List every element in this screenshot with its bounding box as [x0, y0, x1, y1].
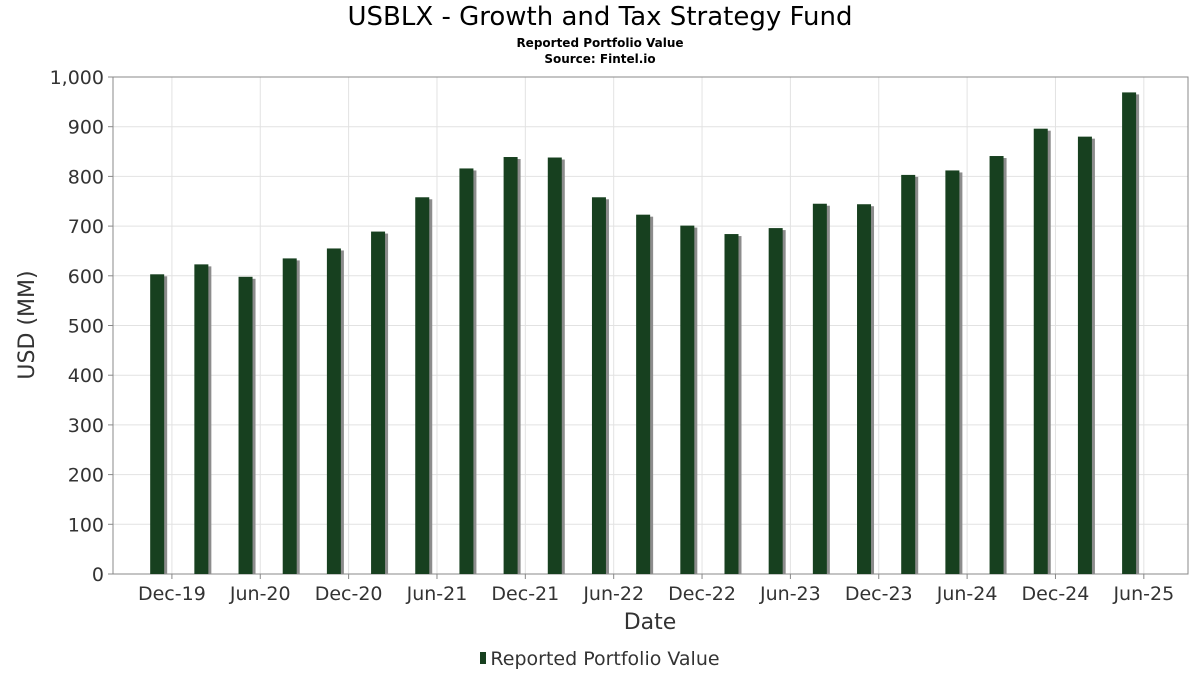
x-axis-ticks: Dec-19 Jun-20 Dec-20 Jun-21 Dec-21 Jun-22 Dec-…: [138, 574, 1174, 605]
bar: [238, 276, 253, 574]
y-tick-label: 100: [68, 514, 104, 536]
bar: [945, 170, 960, 574]
y-tick-label: 400: [68, 365, 104, 387]
bar: [1033, 128, 1048, 575]
bar: [901, 174, 916, 574]
x-tick-label: Dec-19: [138, 583, 206, 605]
bar: [724, 234, 739, 574]
bar: [547, 157, 562, 574]
x-tick-label: Jun-23: [759, 583, 821, 605]
x-tick-label: Dec-20: [315, 583, 383, 605]
y-tick-label: 800: [68, 166, 104, 188]
x-tick-label: Dec-24: [1022, 583, 1090, 605]
bar: [415, 197, 430, 575]
legend: Reported Portfolio Value: [0, 648, 1200, 670]
y-tick-label: 300: [68, 415, 104, 437]
y-tick-label: 1,000: [50, 67, 104, 89]
bar: [636, 214, 651, 574]
x-tick-label: Dec-23: [845, 583, 913, 605]
bar: [371, 231, 386, 574]
bar: [1122, 92, 1137, 575]
bar: [194, 264, 209, 574]
bar: [1077, 136, 1092, 574]
bar: [282, 258, 297, 574]
y-axis-label: USD (MM): [15, 270, 40, 379]
chart-source: Source: Fintel.io: [544, 52, 656, 66]
bar: [812, 203, 827, 575]
bar: [326, 248, 341, 574]
bar: [857, 204, 872, 574]
bar: [150, 274, 165, 574]
y-tick-label: 900: [68, 117, 104, 139]
legend-label: Reported Portfolio Value: [490, 648, 720, 670]
bar: [503, 157, 518, 574]
y-axis-ticks: 0 100 200 300 400 500 600 700 800 900 1,000: [50, 67, 113, 586]
x-tick-label: Dec-22: [668, 583, 736, 605]
x-axis-label: Date: [624, 610, 677, 635]
y-tick-label: 200: [68, 465, 104, 487]
x-tick-label: Dec-21: [491, 583, 559, 605]
y-tick-label: 600: [68, 266, 104, 288]
y-tick-label: 0: [92, 564, 104, 586]
y-tick-label: 700: [68, 216, 104, 238]
bar: [989, 156, 1004, 574]
bar: [459, 168, 474, 574]
y-tick-label: 500: [68, 316, 104, 338]
bar: [591, 197, 606, 575]
bar: [768, 228, 783, 574]
bar: [680, 225, 695, 574]
x-tick-label: Jun-22: [582, 583, 644, 605]
legend-swatch: [480, 652, 487, 664]
x-tick-label: Jun-24: [936, 583, 998, 605]
x-tick-label: Jun-25: [1112, 583, 1174, 605]
x-tick-label: Jun-20: [229, 583, 291, 605]
chart-title: USBLX - Growth and Tax Strategy Fund: [347, 2, 853, 32]
x-tick-label: Jun-21: [406, 583, 468, 605]
chart-subtitle: Reported Portfolio Value: [516, 36, 684, 50]
bars-group: [150, 92, 1140, 575]
